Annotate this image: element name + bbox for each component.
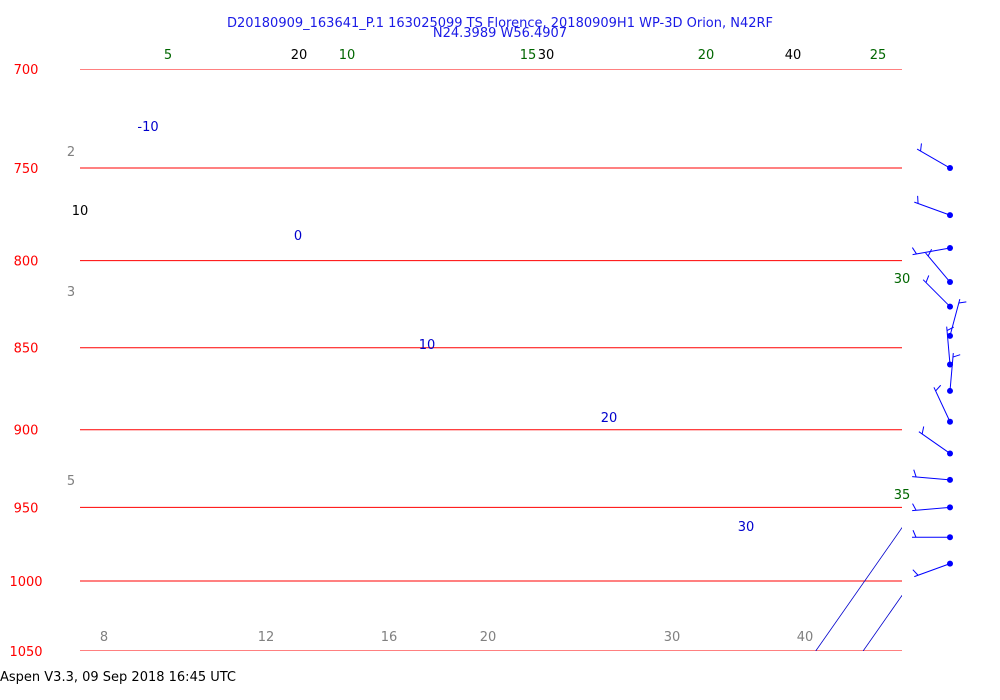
wind-barb-staff bbox=[912, 476, 951, 481]
wind-barb-staff bbox=[914, 563, 951, 578]
isotherm-label: 10 bbox=[419, 338, 436, 353]
wind-barb bbox=[916, 143, 953, 172]
wind-barb bbox=[912, 560, 953, 578]
dry-adiabat-label: 40 bbox=[785, 48, 802, 63]
wind-barb-staff bbox=[914, 201, 951, 216]
wind-barb bbox=[912, 469, 953, 483]
isobar-label: 900 bbox=[14, 424, 39, 439]
wind-barb bbox=[912, 530, 953, 541]
wind-barb-flag bbox=[946, 326, 954, 332]
chart-subtitle-location: N24.3989 W56.4907 bbox=[432, 26, 568, 41]
isobar-label: 700 bbox=[14, 63, 39, 78]
isotherm-label: -10 bbox=[137, 120, 158, 135]
isotherm-line bbox=[815, 527, 902, 651]
moist-adiabat-label: 20 bbox=[698, 48, 715, 63]
isotherm-label: 20 bbox=[601, 411, 618, 426]
mixing-ratio-label: 20 bbox=[480, 630, 497, 645]
isotherm-line bbox=[911, 69, 1000, 651]
wind-barb bbox=[912, 503, 953, 512]
dry-adiabat-line bbox=[961, 27, 1000, 678]
dry-adiabat-label: 10 bbox=[72, 204, 89, 219]
isobar-label: 1050 bbox=[9, 645, 42, 660]
isotherm-label: 30 bbox=[738, 520, 755, 535]
wind-barb-flag bbox=[927, 248, 933, 257]
wind-barb bbox=[947, 353, 961, 394]
wind-barb-flag bbox=[912, 569, 919, 576]
wind-barb-staff bbox=[916, 148, 951, 169]
mixing-ratio-label: 8 bbox=[100, 630, 108, 645]
wind-barb-staff bbox=[925, 252, 951, 283]
wind-barb-flag bbox=[913, 469, 917, 478]
chart-title: D20180909_163641_P.1 163025099 TS Floren… bbox=[226, 16, 774, 31]
wind-barb-staff bbox=[922, 279, 951, 307]
isobar-label: 750 bbox=[14, 162, 39, 177]
wind-barb bbox=[946, 326, 954, 368]
wind-barb-flag bbox=[921, 426, 925, 435]
mixing-ratio-label: 2 bbox=[67, 145, 75, 160]
wind-barb-flag bbox=[935, 384, 942, 392]
wind-barb-staff bbox=[949, 353, 954, 391]
footer-timestamp: Aspen V3.3, 09 Sep 2018 16:45 UTC bbox=[0, 670, 237, 685]
mixing-ratio-label: 5 bbox=[67, 474, 75, 489]
dry-adiabat-label: 20 bbox=[291, 48, 308, 63]
wind-barb-staff bbox=[946, 326, 951, 365]
wind-barb-flag bbox=[912, 503, 917, 511]
mixing-ratio-label: 40 bbox=[797, 630, 814, 645]
isotherm-label: 0 bbox=[294, 229, 302, 244]
wind-barb bbox=[925, 248, 953, 286]
isobar-label: 950 bbox=[14, 501, 39, 516]
moist-adiabat-label: 25 bbox=[870, 48, 887, 63]
isotherm-line bbox=[862, 594, 902, 651]
wind-barb-staff bbox=[912, 506, 951, 512]
isobar-label: 850 bbox=[14, 342, 39, 357]
wind-barb bbox=[922, 275, 953, 310]
mixing-ratio-label: 16 bbox=[381, 630, 398, 645]
moist-adiabat-label: 35 bbox=[894, 488, 911, 503]
isobar-label: 1000 bbox=[9, 575, 42, 590]
isotherm-line bbox=[958, 69, 1000, 651]
wind-barb-flag bbox=[912, 530, 917, 538]
moist-adiabat-label: 5 bbox=[164, 48, 172, 63]
wind-barb-staff bbox=[949, 298, 961, 336]
mixing-ratio-label: 30 bbox=[664, 630, 681, 645]
wind-barb-staff bbox=[933, 387, 951, 422]
isobar-label: 800 bbox=[14, 255, 39, 270]
wind-barb bbox=[914, 195, 953, 219]
mixing-ratio-label: 12 bbox=[258, 630, 275, 645]
wind-barb-staff bbox=[912, 247, 951, 256]
wind-barb-staff bbox=[918, 431, 951, 454]
wind-barb-flag bbox=[952, 354, 961, 358]
wind-barb bbox=[911, 245, 953, 256]
wind-barb-flag bbox=[911, 247, 917, 255]
wind-barb-flag bbox=[958, 301, 967, 304]
wind-barb bbox=[947, 298, 967, 339]
moist-adiabat-label: 10 bbox=[339, 48, 356, 63]
moist-adiabat-label: 15 bbox=[520, 48, 537, 63]
dry-adiabat-label: 30 bbox=[538, 48, 555, 63]
wind-barb-flag bbox=[925, 275, 930, 283]
mixing-ratio-label: 3 bbox=[67, 285, 75, 300]
wind-barb-flag bbox=[920, 143, 922, 152]
wind-barb bbox=[918, 426, 953, 457]
wind-barb bbox=[933, 384, 953, 425]
moist-adiabat-label: 30 bbox=[894, 272, 911, 287]
